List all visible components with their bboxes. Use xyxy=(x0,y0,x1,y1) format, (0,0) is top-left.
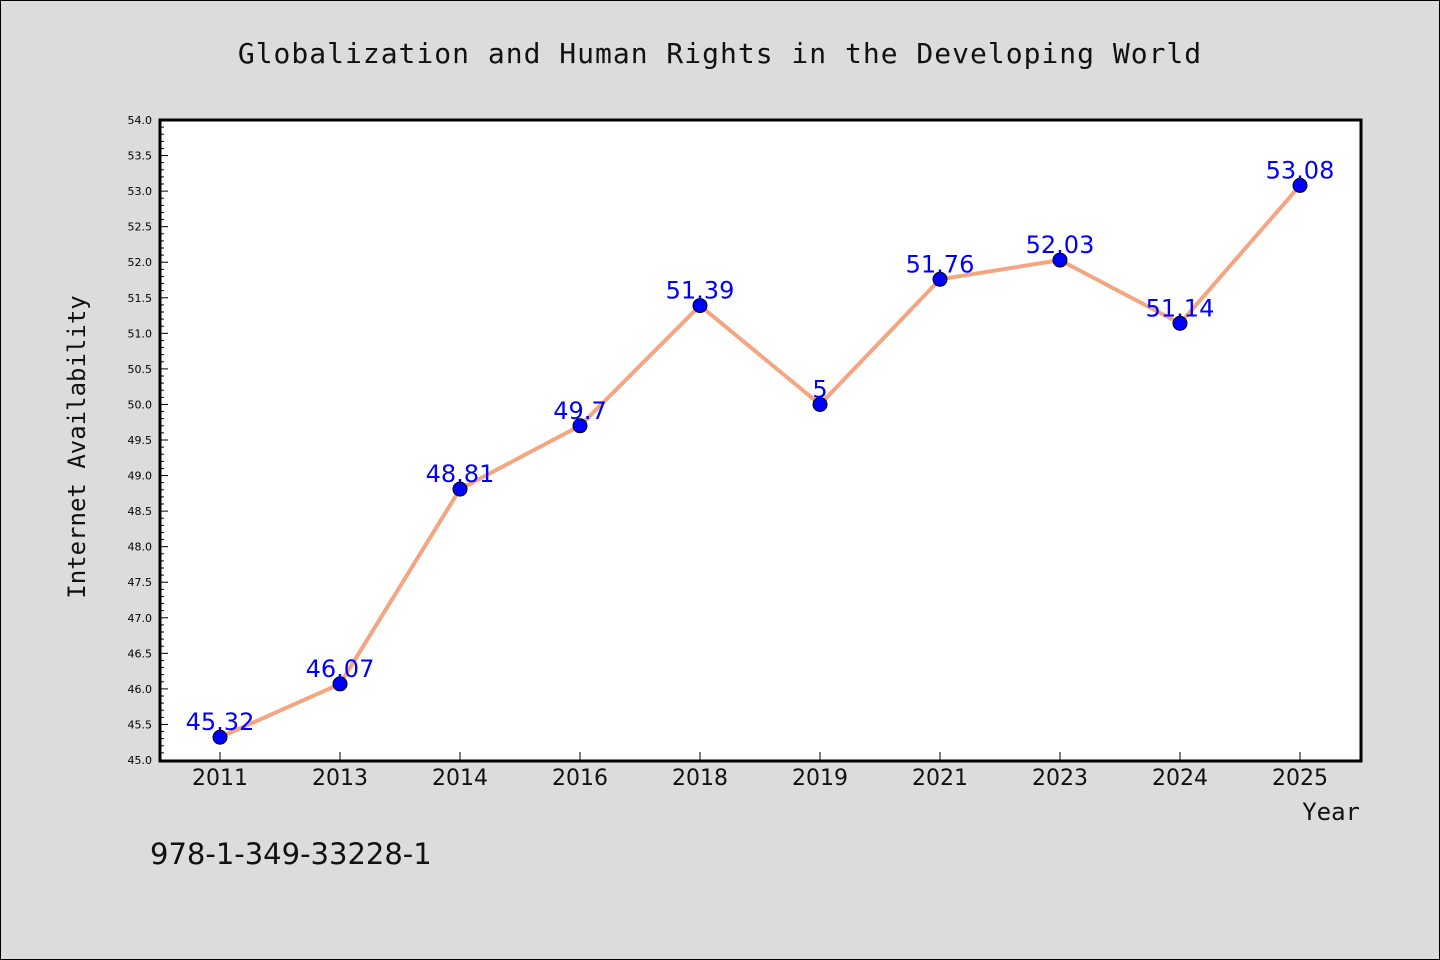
x-tick-label: 2014 xyxy=(432,766,488,791)
data-point xyxy=(692,298,708,314)
data-point xyxy=(1052,252,1068,268)
series-line-group xyxy=(219,184,1302,740)
y-tick-label: 50.0 xyxy=(128,398,153,411)
y-axis-ticks: 45.0 45.5 46.0 46.5 47.0 47.5 48.0 48.5 49.0 49.5… xyxy=(128,114,168,767)
y-tick-label: 49.0 xyxy=(128,470,153,483)
data-point xyxy=(572,418,588,434)
x-tick-label: 2021 xyxy=(912,766,968,791)
x-tick-label: 2025 xyxy=(1272,766,1328,791)
y-tick-label: 48.0 xyxy=(128,541,153,554)
x-tick-label: 2013 xyxy=(312,766,368,791)
y-tick-label: 46.5 xyxy=(128,647,153,660)
data-label: 46.07 xyxy=(306,655,375,683)
y-tick-label: 52.0 xyxy=(128,256,153,269)
data-point xyxy=(1172,315,1188,331)
x-tick-label: 2016 xyxy=(552,766,608,791)
y-tick-label: 53.5 xyxy=(128,150,153,163)
y-tick-label: 54.0 xyxy=(128,114,153,127)
x-axis-ticks: 2011 2013 2014 2016 2018 2019 2021 2023 2024 2025 xyxy=(192,752,1328,791)
x-tick-label: 2024 xyxy=(1152,766,1208,791)
data-label: 53.08 xyxy=(1266,156,1335,184)
isbn-footer: 978-1-349-33228-1 xyxy=(150,837,432,871)
x-tick-label: 2019 xyxy=(792,766,848,791)
data-point xyxy=(1292,177,1308,193)
y-tick-label: 45.0 xyxy=(128,754,153,767)
data-label: 52.03 xyxy=(1026,231,1095,259)
y-tick-label: 47.5 xyxy=(128,576,153,589)
data-label: 45.32 xyxy=(186,708,255,736)
y-tick-label: 51.0 xyxy=(128,327,153,340)
x-tick-label: 2023 xyxy=(1032,766,1088,791)
y-axis-label: Internet Availability xyxy=(63,295,91,598)
y-tick-label: 50.5 xyxy=(128,363,153,376)
x-axis-label: Year xyxy=(1302,798,1360,826)
series-markers xyxy=(212,177,1308,745)
data-label: 48.81 xyxy=(426,460,495,488)
y-tick-label: 52.5 xyxy=(128,221,153,234)
data-label: 51.14 xyxy=(1146,294,1215,322)
y-tick-label: 51.5 xyxy=(128,292,153,305)
data-point xyxy=(932,271,948,287)
y-tick-label: 53.0 xyxy=(128,185,153,198)
y-tick-label: 45.5 xyxy=(128,718,153,731)
x-tick-label: 2018 xyxy=(672,766,728,791)
data-label: 5 xyxy=(812,375,827,403)
y-tick-label: 48.5 xyxy=(128,505,153,518)
plot-border xyxy=(158,118,1363,763)
data-point xyxy=(332,676,348,692)
data-point xyxy=(812,396,828,412)
data-labels: 45.32 46.07 48.81 49.7 51.39 5 51.76 52.03 51.14… xyxy=(186,156,1335,736)
data-label: 51.76 xyxy=(906,250,975,278)
y-tick-label: 46.0 xyxy=(128,683,153,696)
series-line xyxy=(219,184,1302,740)
data-label: 51.39 xyxy=(666,277,735,305)
y-tick-label: 47.0 xyxy=(128,612,153,625)
y-tick-label: 49.5 xyxy=(128,434,153,447)
data-point xyxy=(212,729,228,745)
data-label: 49.7 xyxy=(553,397,606,425)
x-tick-label: 2011 xyxy=(192,766,248,791)
chart-title: Globalization and Human Rights in the De… xyxy=(238,37,1202,70)
data-point xyxy=(452,481,468,497)
